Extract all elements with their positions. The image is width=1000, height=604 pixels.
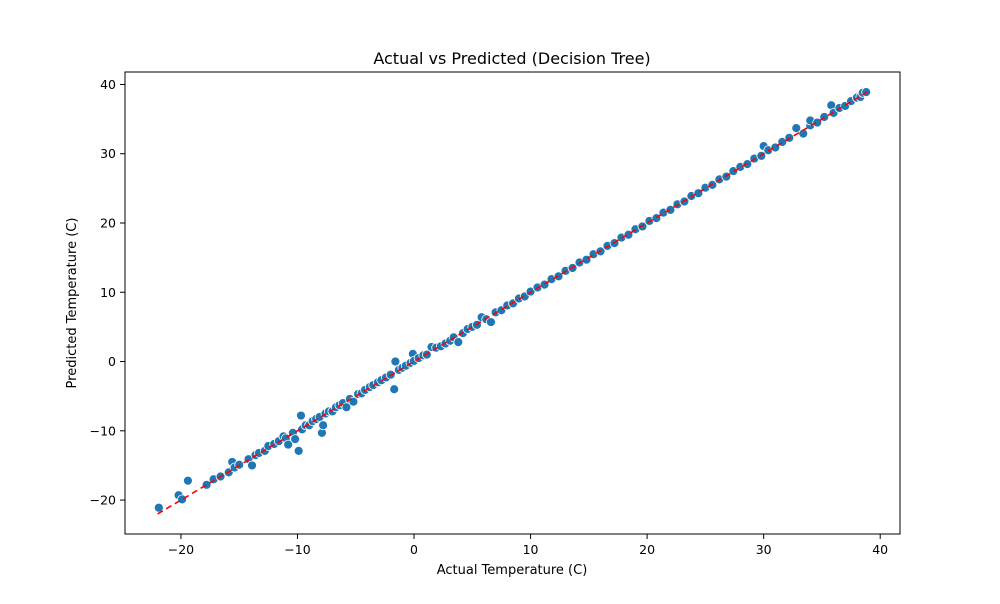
data-point	[553, 271, 564, 282]
y-tick-label: −20	[90, 493, 116, 508]
x-tick-label: 40	[872, 542, 888, 557]
y-axis-label: Predicted Temperature (C)	[65, 218, 80, 389]
y-tick-label: 30	[100, 146, 116, 161]
data-point	[247, 460, 257, 471]
chart-title: Actual vs Predicted (Decision Tree)	[373, 49, 650, 68]
x-tick-label: 30	[756, 542, 772, 557]
x-tick-label: 10	[523, 542, 539, 557]
data-point	[183, 475, 193, 486]
axes-frame	[124, 71, 901, 535]
x-tick-label: −10	[284, 542, 310, 557]
y-tick-label: 20	[100, 215, 116, 230]
x-tick-label: 0	[410, 542, 418, 557]
data-point	[665, 204, 676, 215]
data-point	[296, 410, 306, 421]
plot-area	[153, 87, 872, 515]
data-point	[153, 502, 164, 513]
y-tick-label: 10	[100, 285, 116, 300]
data-point	[390, 356, 401, 367]
x-tick-label: 20	[639, 542, 655, 557]
x-tick-label: −20	[168, 542, 194, 557]
y-tick-label: 40	[100, 77, 116, 92]
data-point	[453, 337, 464, 348]
x-axis: −20 −10 0 10 20 30 40	[168, 534, 888, 557]
data-point	[318, 420, 329, 431]
data-point	[389, 384, 400, 395]
data-point	[293, 445, 304, 456]
reference-line	[157, 90, 869, 515]
y-axis: −20 −10 0 10 20 30 40	[90, 77, 125, 508]
data-point	[283, 439, 294, 450]
data-point	[177, 494, 188, 505]
y-tick-label: 0	[108, 354, 116, 369]
data-point	[290, 434, 301, 445]
y-tick-label: −10	[90, 423, 116, 438]
x-axis-label: Actual Temperature (C)	[437, 563, 588, 578]
data-point	[791, 123, 802, 134]
data-point	[486, 317, 496, 327]
data-point	[341, 402, 352, 413]
